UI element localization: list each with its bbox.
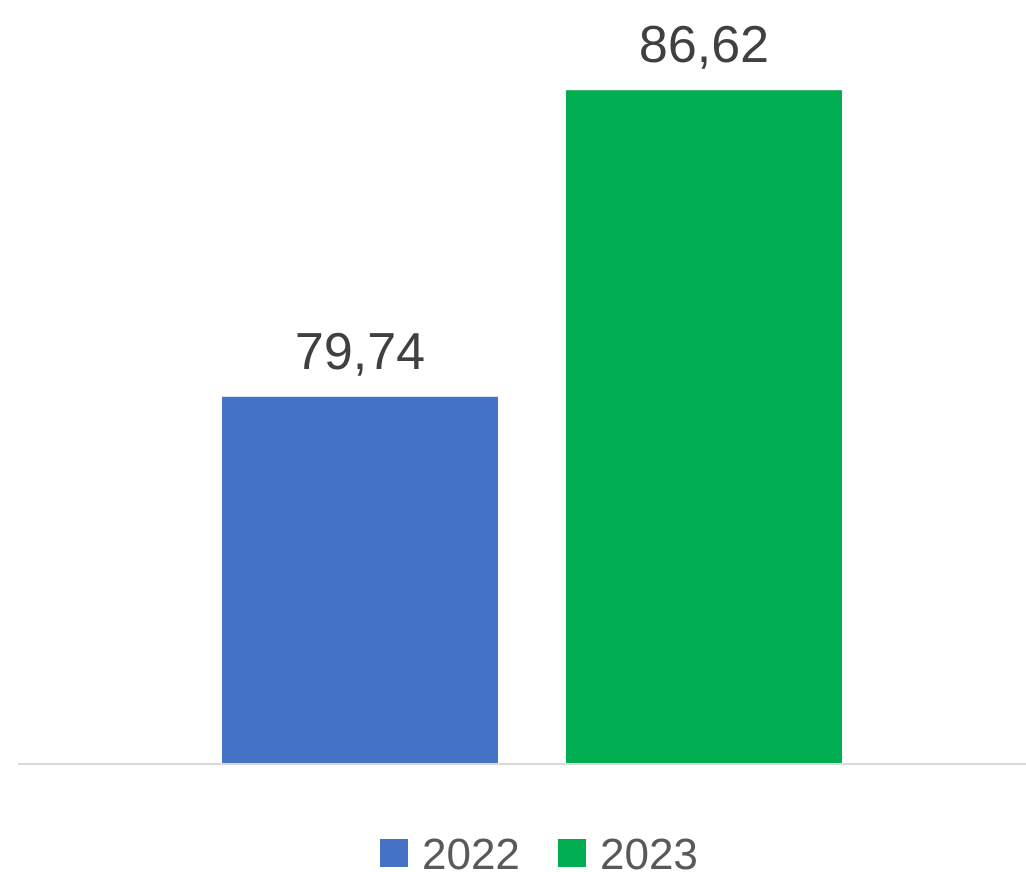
legend-swatch-2023 bbox=[558, 839, 586, 867]
data-label-2023: 86,62 bbox=[639, 16, 769, 74]
legend-label-2023: 2023 bbox=[600, 830, 698, 872]
data-label-2022: 79,74 bbox=[295, 323, 425, 381]
legend-swatch-2022 bbox=[380, 839, 408, 867]
legend: 2022 2023 bbox=[380, 830, 698, 872]
data-labels-layer: 79,74 86,62 bbox=[295, 16, 769, 381]
bar-2022 bbox=[222, 396, 498, 764]
bar-2023 bbox=[566, 90, 842, 765]
legend-item-2023: 2023 bbox=[558, 830, 698, 872]
bars-layer bbox=[222, 90, 842, 765]
legend-item-2022: 2022 bbox=[380, 830, 520, 872]
legend-label-2022: 2022 bbox=[422, 830, 520, 872]
